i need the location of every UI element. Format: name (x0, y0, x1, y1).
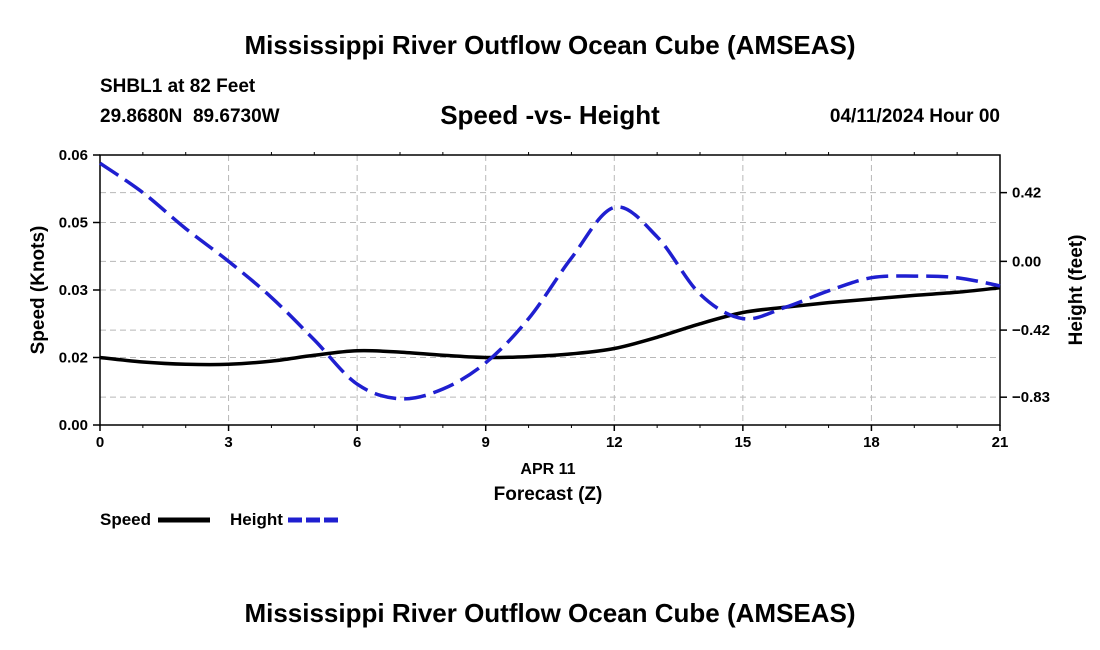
footer-title: Mississippi River Outflow Ocean Cube (AM… (244, 598, 856, 628)
x-tick-label: 15 (735, 434, 752, 451)
chart-title: Mississippi River Outflow Ocean Cube (AM… (244, 30, 856, 60)
y-right-tick-label: −0.42 (1012, 322, 1050, 339)
station-label: SHBL1 at 82 Feet (100, 76, 256, 97)
x-tick-label: 9 (482, 434, 490, 451)
plot-frame (99, 154, 1001, 426)
x-tick-label: 12 (606, 434, 623, 451)
legend-item-height: Height (230, 510, 342, 530)
station-coordinates: 29.8680N 89.6730W (100, 106, 280, 127)
legend-swatch-height (287, 517, 340, 523)
x-tick-label: 21 (992, 434, 1009, 451)
y-left-tick-label: 0.05 (59, 215, 88, 232)
y-right-tick-label: −0.83 (1012, 389, 1050, 406)
y-left-tick-label: 0.00 (59, 417, 88, 434)
y-left-tick-label: 0.03 (59, 282, 88, 299)
series-line-speed (99, 286, 1001, 367)
legend-item-speed: Speed (100, 510, 210, 530)
legend-swatch-speed (157, 517, 210, 523)
y-right-tick-label: 0.00 (1012, 253, 1041, 270)
axis-ticks: 0 3 6 9 12 15 18 21 0.00 0.02 0.03 0.05 0.06 −0.83 −0.… (59, 147, 1050, 451)
y-axis-left-title: Speed (Knots) (28, 226, 49, 355)
x-tick-label: 18 (863, 434, 880, 451)
x-axis-title: Forecast (Z) (494, 484, 603, 505)
series-line-height (99, 161, 1001, 401)
x-axis-date-label: APR 11 (520, 461, 575, 478)
y-left-tick-label: 0.02 (59, 350, 88, 367)
y-axis-right-title: Height (feet) (1066, 235, 1087, 346)
chart-subtitle: Speed -vs- Height (440, 100, 660, 130)
y-right-tick-label: 0.42 (1012, 185, 1041, 202)
x-tick-label: 3 (224, 434, 232, 451)
legend-label-speed: Speed (100, 510, 152, 529)
y-left-tick-label: 0.06 (59, 147, 88, 164)
x-tick-label: 6 (353, 434, 361, 451)
series-layer (99, 161, 1001, 401)
legend-label-height: Height (230, 510, 283, 529)
x-tick-label: 0 (96, 434, 104, 451)
grid-lines (100, 155, 1000, 425)
forecast-date: 04/11/2024 Hour 00 (829, 106, 1000, 127)
